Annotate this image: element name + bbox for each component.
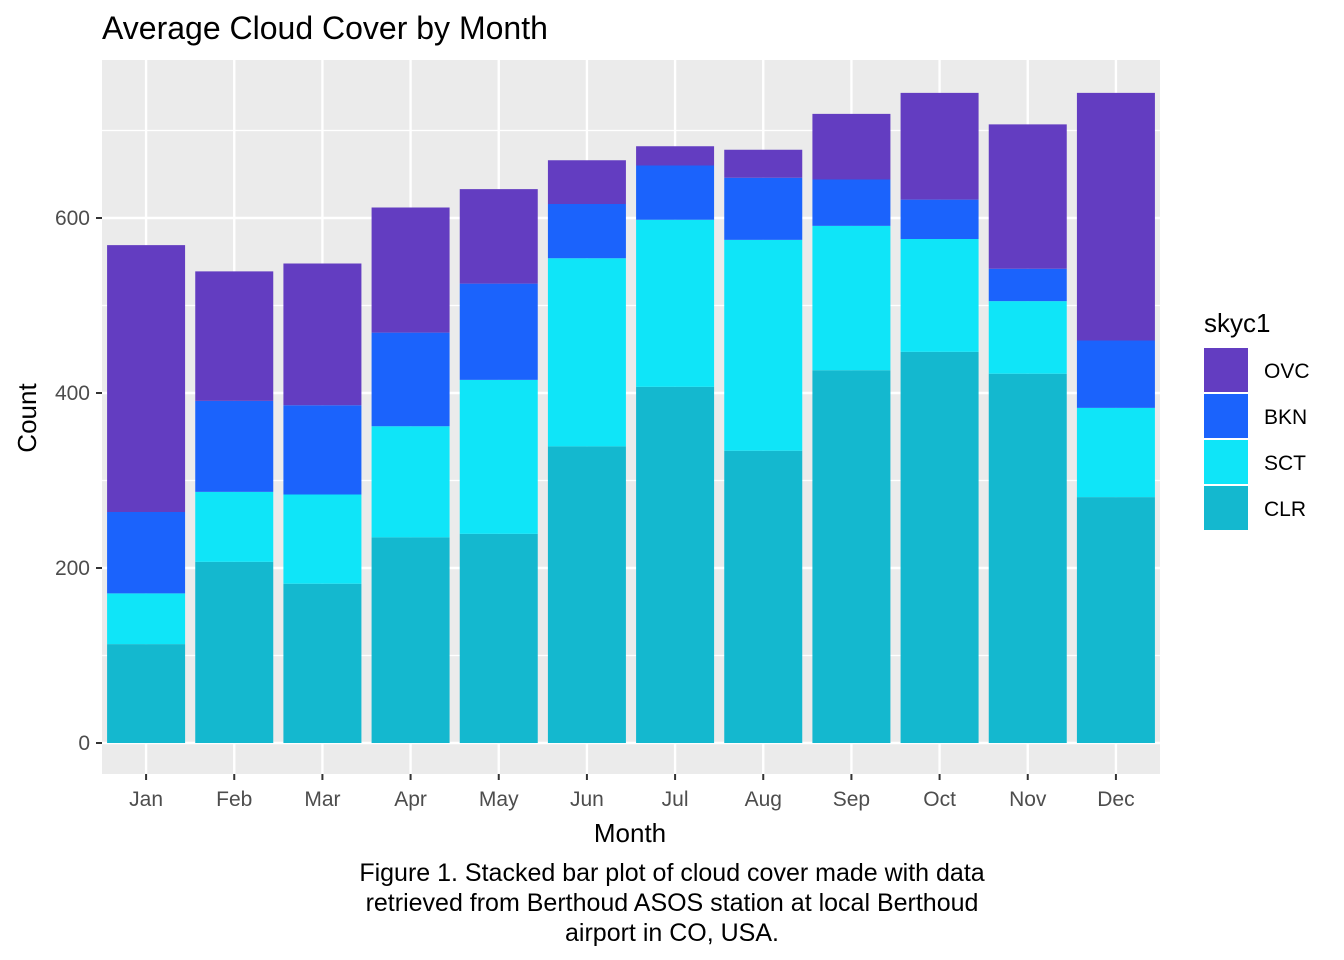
x-tick-label: Apr bbox=[394, 788, 427, 811]
legend-label-sct: SCT bbox=[1264, 452, 1306, 475]
y-tick-label: 0 bbox=[78, 732, 90, 755]
legend-swatch-ovc bbox=[1204, 348, 1248, 392]
x-tick-label: Oct bbox=[923, 788, 956, 811]
bar-segment-ovc bbox=[724, 149, 803, 178]
caption-line: airport in CO, USA. bbox=[565, 919, 779, 947]
minor-gridlines bbox=[102, 129, 1160, 657]
bar-segment-clr bbox=[988, 373, 1067, 743]
bar-segment-clr bbox=[283, 583, 362, 743]
x-tick-label: Mar bbox=[304, 788, 340, 811]
caption-line: Figure 1. Stacked bar plot of cloud cove… bbox=[359, 859, 985, 887]
legend-swatch-bkn bbox=[1204, 394, 1248, 438]
legend-swatch-clr bbox=[1204, 486, 1248, 530]
bar-segment-ovc bbox=[371, 207, 450, 333]
x-tick-label: Feb bbox=[216, 788, 252, 811]
bar-segment-sct bbox=[195, 491, 274, 562]
bar-segment-sct bbox=[636, 219, 715, 387]
bar-segment-clr bbox=[724, 450, 803, 743]
bar-segment-sct bbox=[283, 494, 362, 584]
bars bbox=[107, 92, 1155, 743]
bar-segment-bkn bbox=[812, 179, 891, 226]
bar-segment-clr bbox=[547, 446, 626, 743]
bar-segment-bkn bbox=[283, 405, 362, 495]
bar-segment-bkn bbox=[636, 165, 715, 220]
bar-segment-sct bbox=[724, 239, 803, 451]
figure-caption: Figure 1. Stacked bar plot of cloud cove… bbox=[330, 858, 1014, 948]
bar-segment-bkn bbox=[459, 283, 538, 380]
caption-line: retrieved from Berthoud ASOS station at … bbox=[365, 889, 979, 917]
bar-segment-sct bbox=[900, 239, 979, 352]
bar-segment-sct bbox=[107, 593, 186, 645]
bar-segment-clr bbox=[900, 351, 979, 743]
legend-label-clr: CLR bbox=[1264, 498, 1306, 521]
bar-segment-bkn bbox=[195, 400, 274, 492]
bar-segment-ovc bbox=[1076, 92, 1155, 341]
bar-segment-clr bbox=[371, 537, 450, 743]
legend: skyc1 OVC BKN SCT CLR bbox=[1204, 308, 1310, 530]
bar-segment-bkn bbox=[724, 177, 803, 240]
bar-segment-ovc bbox=[195, 271, 274, 401]
bar-segment-sct bbox=[1076, 407, 1155, 498]
bar-segment-sct bbox=[459, 379, 538, 534]
x-tick-label: Aug bbox=[745, 788, 782, 811]
x-tick-label: Jan bbox=[129, 788, 163, 811]
bar-segment-ovc bbox=[547, 160, 626, 204]
bar-segment-ovc bbox=[636, 146, 715, 166]
x-tick-label: Jun bbox=[570, 788, 604, 811]
bar-segment-ovc bbox=[988, 124, 1067, 269]
chart-title: Average Cloud Cover by Month bbox=[102, 10, 548, 46]
y-axis-label: Count bbox=[12, 383, 42, 453]
bar-segment-clr bbox=[636, 386, 715, 743]
x-tick-label: Sep bbox=[833, 788, 870, 811]
y-axis: 0 200 400 600 bbox=[55, 207, 102, 755]
y-tick-label: 600 bbox=[55, 207, 90, 230]
bar-segment-clr bbox=[459, 533, 538, 743]
x-tick-label: Nov bbox=[1009, 788, 1047, 811]
x-axis-label: Month bbox=[594, 818, 666, 848]
legend-label-ovc: OVC bbox=[1264, 360, 1310, 383]
bar-segment-sct bbox=[547, 258, 626, 447]
bar-segment-clr bbox=[195, 561, 274, 743]
bar-segment-ovc bbox=[283, 263, 362, 406]
bar-segment-bkn bbox=[371, 332, 450, 427]
x-tick-label: Jul bbox=[662, 788, 689, 811]
bar-segment-bkn bbox=[547, 204, 626, 259]
bar-segment-ovc bbox=[812, 113, 891, 180]
legend-title: skyc1 bbox=[1204, 308, 1270, 338]
bar-segment-clr bbox=[107, 644, 186, 743]
bar-segment-bkn bbox=[988, 268, 1067, 302]
legend-swatch-sct bbox=[1204, 440, 1248, 484]
bar-segment-ovc bbox=[459, 189, 538, 284]
bar-segment-bkn bbox=[1076, 340, 1155, 408]
bar-segment-clr bbox=[812, 370, 891, 743]
x-axis: Jan Feb Mar Apr May Jun Jul Aug Sep Oct Nov Dec bbox=[129, 774, 1135, 811]
y-tick-label: 200 bbox=[55, 557, 90, 580]
bar-segment-bkn bbox=[107, 512, 186, 594]
x-tick-label: May bbox=[479, 788, 519, 811]
bar-segment-clr bbox=[1076, 497, 1155, 743]
legend-label-bkn: BKN bbox=[1264, 406, 1307, 429]
x-tick-label: Dec bbox=[1097, 788, 1134, 811]
bar-segment-sct bbox=[988, 301, 1067, 374]
bar-segment-ovc bbox=[107, 245, 186, 512]
bar-segment-ovc bbox=[900, 92, 979, 200]
bar-segment-bkn bbox=[900, 199, 979, 239]
bar-segment-sct bbox=[812, 225, 891, 371]
y-tick-label: 400 bbox=[55, 382, 90, 405]
bar-segment-sct bbox=[371, 426, 450, 538]
